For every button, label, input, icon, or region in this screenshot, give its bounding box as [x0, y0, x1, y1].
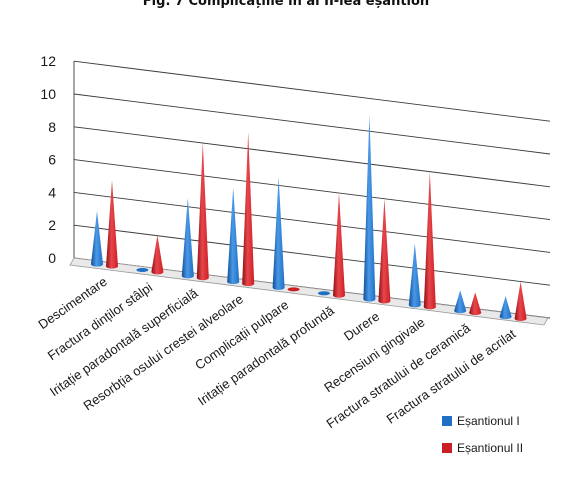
y-tick-label: 2 [48, 217, 56, 233]
cone-flat [318, 291, 330, 296]
cone-flat [287, 287, 300, 292]
cone [106, 180, 118, 269]
cone [227, 187, 240, 285]
gridline [73, 60, 551, 122]
y-axis-ticks: 0 2 4 6 8 10 12 [40, 53, 56, 266]
gridline [73, 93, 551, 155]
gridline [73, 224, 551, 286]
cone [91, 210, 103, 267]
cone [242, 131, 255, 287]
y-tick-label: 0 [48, 250, 56, 266]
cone [181, 198, 194, 279]
cone [378, 198, 391, 304]
y-tick-label: 4 [48, 184, 56, 200]
legend-label: Eșantionul I [457, 414, 520, 428]
y-tick-label: 12 [40, 53, 56, 69]
cone-flat [136, 268, 149, 272]
legend-swatch [442, 443, 452, 453]
cones [91, 114, 527, 321]
cone [454, 290, 467, 314]
cone [408, 243, 421, 308]
gridlines [73, 60, 551, 319]
gridline [73, 126, 551, 188]
x-tick-label: Durere [341, 309, 382, 344]
gridline [73, 191, 551, 253]
legend-swatch [442, 416, 452, 426]
cone [499, 296, 512, 320]
cone [469, 292, 482, 316]
cone [151, 235, 164, 275]
cone [333, 192, 345, 298]
y-tick-label: 6 [48, 152, 56, 168]
x-tick-label: Complicații pulpare [192, 297, 291, 373]
cone [196, 142, 209, 281]
cone [272, 176, 285, 290]
legend: Eșantionul I Eșantionul II [442, 414, 523, 455]
gridline [73, 159, 551, 221]
cone [423, 171, 436, 310]
chart-title: Fig. 7 Complicațiile în al II-lea eșanti… [143, 0, 429, 9]
legend-label: Eșantionul II [457, 441, 523, 455]
cone [363, 114, 376, 302]
y-tick-label: 8 [48, 119, 56, 135]
cone [514, 281, 527, 321]
y-tick-label: 10 [40, 86, 56, 102]
